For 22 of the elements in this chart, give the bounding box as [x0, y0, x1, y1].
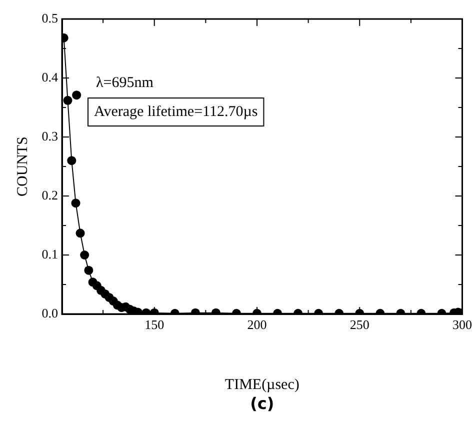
y-tick-label: 0.5: [42, 10, 58, 26]
point: [84, 266, 94, 275]
x-tick-label: 200: [247, 317, 267, 332]
x-axis-title: TIME(µsec): [224, 376, 300, 393]
y-tick-label: 0.0: [42, 305, 58, 320]
point: [63, 96, 72, 105]
point: [80, 250, 90, 260]
annotation: Average lifetime=112.70µs: [94, 104, 258, 120]
x-tick-label: 150: [144, 317, 164, 332]
point: [72, 90, 82, 100]
y-tick-label: 0.4: [42, 69, 58, 84]
y-axis-title: COUNTS: [14, 136, 31, 197]
annotation: λ=695nm: [96, 74, 154, 91]
y-tick-label: 0.3: [42, 128, 58, 144]
point: [71, 198, 80, 208]
point: [76, 228, 85, 238]
x-tick-label: 250: [350, 317, 370, 332]
text: (c): [250, 394, 274, 414]
x-tick-label: 300: [452, 317, 472, 332]
y-tick-label: 0.1: [42, 246, 58, 262]
point: [67, 156, 76, 166]
y-tick-label: 0.2: [42, 187, 58, 202]
